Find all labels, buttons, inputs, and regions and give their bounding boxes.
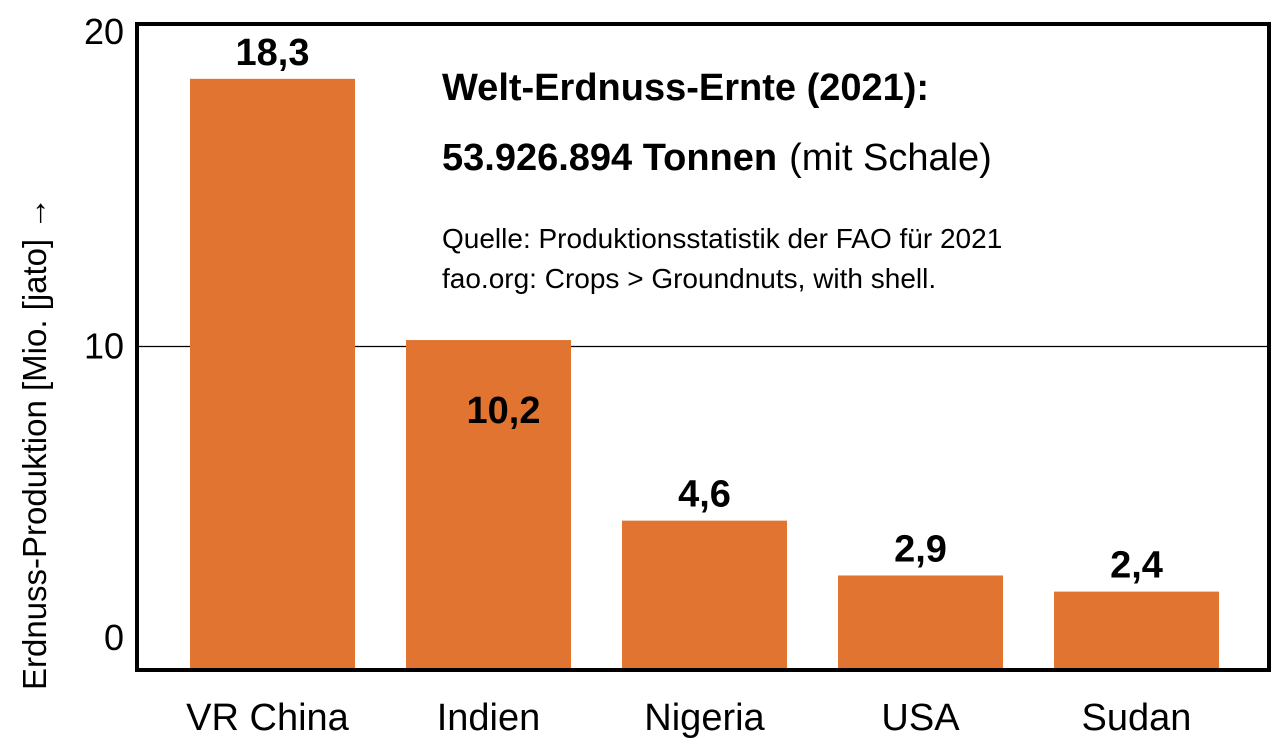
data-label: 2,4 [1110,545,1163,587]
y-tick-label: 20 [84,11,124,52]
total-tonnage: 53.926.894 Tonnen [442,137,777,179]
title-note: (mit Schale) [789,137,992,179]
x-tick-label: USA [881,697,960,739]
y-axis-label: Erdnuss-Produktion [Mio. [jato] → [16,197,53,690]
y-tick-label: 0 [104,617,124,658]
data-label: 18,3 [236,32,310,74]
chart-title-line1: Welt-Erdnuss-Ernte (2021): [442,67,929,109]
source-line1: Quelle: Produktionsstatistik der FAO für… [442,223,1002,254]
bar-nigeria [622,520,787,669]
x-tick-label: Sudan [1082,697,1192,739]
data-label: 2,9 [894,528,947,570]
chart-title-line2: 53.926.894 Tonnen (mit Schale) [442,137,992,179]
bar-vr-china [190,78,355,669]
x-tick-label: VR China [186,697,349,739]
bar-usa [838,575,1003,669]
bar-indien [406,340,571,669]
y-tick-label: 10 [84,326,124,367]
source-line2: fao.org: Crops > Groundnuts, with shell. [442,263,936,294]
bar-sudan [1054,591,1219,669]
plot-frame [135,22,1271,672]
x-tick-label: Nigeria [644,697,765,739]
x-tick-label: Indien [437,697,541,739]
data-label: 4,6 [678,474,731,516]
data-label: 10,2 [467,390,541,432]
